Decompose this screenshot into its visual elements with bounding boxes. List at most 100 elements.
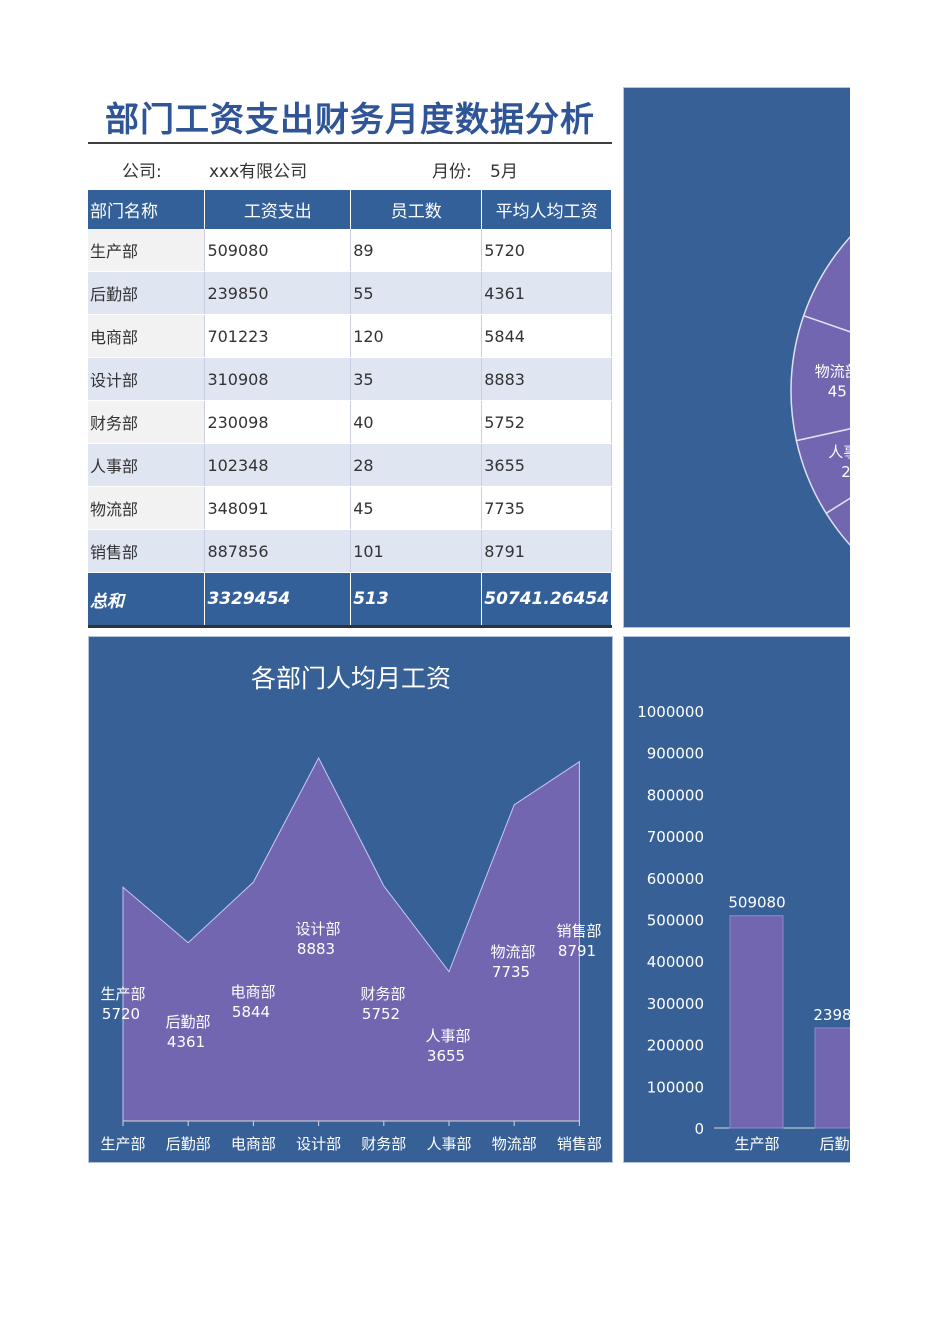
y-tick-label: 300000 bbox=[647, 995, 704, 1013]
table-cell: 101 bbox=[350, 529, 483, 573]
table-cell: 财务部 bbox=[88, 400, 206, 444]
table-cell: 239850 bbox=[204, 271, 352, 315]
x-tick-label: 人事部 bbox=[426, 1135, 471, 1153]
table-cell: 348091 bbox=[204, 486, 352, 530]
table-cell: 后勤部 bbox=[88, 271, 206, 315]
column-header: 平均人均工资 bbox=[481, 190, 612, 229]
table-row: 电商部 701223 120 5844 bbox=[88, 314, 612, 358]
y-tick-label: 600000 bbox=[647, 870, 704, 888]
chart-title: 各部门人均月工资 bbox=[251, 664, 451, 693]
data-label-value: 5844 bbox=[232, 1003, 270, 1021]
column-header: 工资支出 bbox=[204, 190, 352, 229]
table-cell: 7735 bbox=[481, 486, 612, 530]
data-label-name: 人事部 bbox=[425, 1027, 470, 1045]
x-tick-label: 电商部 bbox=[231, 1135, 276, 1153]
month-value: 5月 bbox=[490, 162, 518, 182]
table-cell: 35 bbox=[350, 357, 483, 401]
y-tick-label: 1000000 bbox=[637, 703, 704, 721]
y-tick-label: 0 bbox=[694, 1120, 704, 1138]
x-tick-label: 后勤部 bbox=[166, 1135, 211, 1153]
table-row: 设计部 310908 35 8883 bbox=[88, 357, 612, 401]
bar-chart-panel: 0 100000 200000 300000 400000 500000 600000 700… bbox=[623, 636, 865, 1163]
table-header-row: 部门名称 工资支出 员工数 平均人均工资 bbox=[88, 190, 612, 229]
data-label-value: 5720 bbox=[102, 1005, 140, 1023]
month-label: 月份: bbox=[432, 162, 472, 182]
table-cell: 8883 bbox=[481, 357, 612, 401]
table-cell: 509080 bbox=[204, 229, 352, 272]
data-label-name: 后勤部 bbox=[165, 1013, 210, 1031]
table-row: 财务部 230098 40 5752 bbox=[88, 400, 612, 444]
column-header: 部门名称 bbox=[88, 190, 206, 229]
table-cell: 电商部 bbox=[88, 314, 206, 358]
y-tick-label: 400000 bbox=[647, 953, 704, 971]
table-cell: 5844 bbox=[481, 314, 612, 358]
title-divider bbox=[88, 142, 612, 144]
table-row: 销售部 887856 101 8791 bbox=[88, 529, 612, 573]
table-cell: 3655 bbox=[481, 443, 612, 487]
table-cell: 物流部 bbox=[88, 486, 206, 530]
y-tick-label: 200000 bbox=[647, 1037, 704, 1055]
table-cell: 销售部 bbox=[88, 529, 206, 573]
table-cell: 701223 bbox=[204, 314, 352, 358]
table-cell: 102348 bbox=[204, 443, 352, 487]
x-tick-label: 设计部 bbox=[296, 1135, 341, 1153]
column-header: 员工数 bbox=[350, 190, 483, 229]
total-cell: 513 bbox=[350, 572, 483, 628]
table-cell: 120 bbox=[350, 314, 483, 358]
area-chart-panel: 各部门人均月工资 生产部 生产部 5720 后勤部 后勤部 4361 电商部 电商部 5844 设计… bbox=[88, 636, 613, 1163]
table-cell: 生产部 bbox=[88, 229, 206, 272]
data-label-name: 设计部 bbox=[295, 920, 340, 938]
pie-slice bbox=[790, 314, 864, 442]
page-edge bbox=[850, 0, 950, 1344]
total-cell: 3329454 bbox=[204, 572, 352, 628]
x-tick-label: 生产部 bbox=[734, 1135, 779, 1153]
table-cell: 人事部 bbox=[88, 443, 206, 487]
table-row: 物流部 348091 45 7735 bbox=[88, 486, 612, 530]
total-cell: 50741.26454 bbox=[481, 572, 612, 628]
data-label-name: 销售部 bbox=[556, 922, 601, 940]
table-cell: 5720 bbox=[481, 229, 612, 272]
table-cell: 设计部 bbox=[88, 357, 206, 401]
total-row: 总和 3329454 513 50741.26454 bbox=[88, 572, 612, 628]
slice-label-value: 45 bbox=[828, 382, 847, 400]
data-label-value: 3655 bbox=[427, 1047, 465, 1065]
data-label-value: 8791 bbox=[558, 942, 596, 960]
bar bbox=[729, 915, 784, 1129]
data-label-value: 8883 bbox=[297, 940, 335, 958]
table-cell: 310908 bbox=[204, 357, 352, 401]
data-label-name: 物流部 bbox=[490, 943, 535, 961]
data-label-name: 财务部 bbox=[360, 985, 405, 1003]
x-tick-label: 物流部 bbox=[492, 1135, 537, 1153]
table-row: 人事部 102348 28 3655 bbox=[88, 443, 612, 487]
table-row: 生产部 509080 89 5720 bbox=[88, 229, 612, 272]
data-label-value: 7735 bbox=[492, 963, 530, 981]
company-label: 公司: bbox=[122, 162, 162, 182]
table-cell: 4361 bbox=[481, 271, 612, 315]
page-title: 部门工资支出财务月度数据分析 bbox=[105, 100, 595, 140]
table-cell: 89 bbox=[350, 229, 483, 272]
table-cell: 887856 bbox=[204, 529, 352, 573]
pie-slice bbox=[802, 221, 864, 338]
x-tick-label: 生产部 bbox=[100, 1135, 145, 1153]
x-tick-label: 销售部 bbox=[557, 1135, 602, 1153]
table-row: 后勤部 239850 55 4361 bbox=[88, 271, 612, 315]
bar-chart: 0 100000 200000 300000 400000 500000 600000 700… bbox=[637, 703, 864, 1153]
table-cell: 55 bbox=[350, 271, 483, 315]
table-cell: 8791 bbox=[481, 529, 612, 573]
y-tick-label: 700000 bbox=[647, 828, 704, 846]
bar-data-label: 509080 bbox=[728, 894, 785, 912]
pie-chart: 生产部89后勤部55电商部120设计部35财务部40人事部28物流部45销售部1… bbox=[790, 221, 864, 561]
table-cell: 5752 bbox=[481, 400, 612, 444]
data-label-value: 4361 bbox=[167, 1033, 205, 1051]
table-cell: 40 bbox=[350, 400, 483, 444]
company-value: xxx有限公司 bbox=[209, 162, 308, 182]
table-cell: 45 bbox=[350, 486, 483, 530]
y-tick-label: 500000 bbox=[647, 912, 704, 930]
x-tick-label: 财务部 bbox=[361, 1135, 406, 1153]
table-cell: 230098 bbox=[204, 400, 352, 444]
data-label-name: 生产部 bbox=[100, 985, 145, 1003]
total-cell: 总和 bbox=[88, 572, 206, 628]
area-series bbox=[122, 756, 580, 1122]
table-cell: 28 bbox=[350, 443, 483, 487]
pie-chart-panel: 生产部89后勤部55电商部120设计部35财务部40人事部28物流部45销售部1… bbox=[623, 87, 865, 628]
